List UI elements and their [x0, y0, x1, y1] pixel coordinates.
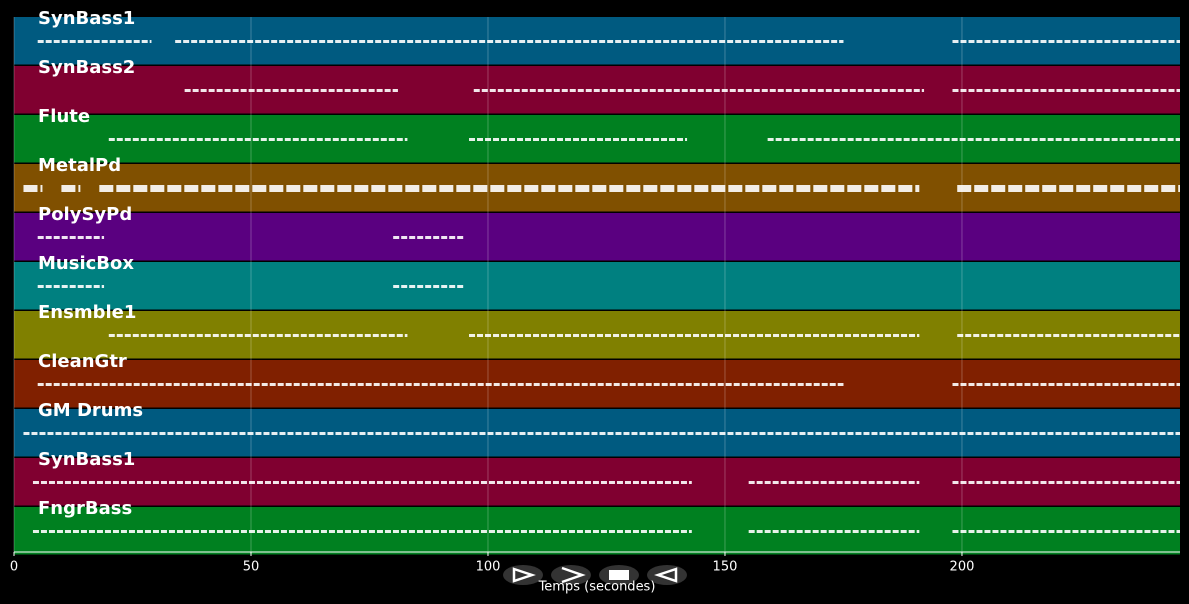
- transport-controls: [503, 565, 687, 585]
- track-label: SynBass2: [38, 57, 135, 78]
- track-label: FngrBass: [38, 498, 132, 519]
- track-band: [14, 213, 1180, 261]
- track-label: SynBass1: [38, 8, 135, 29]
- x-axis-label: Temps (secondes): [538, 580, 656, 595]
- play-button[interactable]: [503, 565, 543, 585]
- track-label: PolySyPd: [38, 204, 132, 225]
- labels: SynBass1 SynBass2 Flute MetalPd PolySyPd Musi…: [38, 8, 143, 519]
- track-label: SynBass1: [38, 449, 135, 470]
- track-label: CleanGtr: [38, 351, 127, 372]
- x-tick-label: 0: [10, 560, 18, 575]
- x-tick-label: 200: [950, 560, 975, 575]
- track-label: Flute: [38, 106, 90, 127]
- x-tick-label: 100: [476, 560, 501, 575]
- track-label: Ensmble1: [38, 302, 136, 323]
- stop-button[interactable]: [599, 565, 639, 585]
- notes: [23, 40, 1180, 533]
- track-label: MetalPd: [38, 155, 121, 176]
- track-label: MusicBox: [38, 253, 134, 274]
- forward-button[interactable]: [551, 565, 591, 585]
- track-label: GM Drums: [38, 400, 143, 421]
- track-band: [14, 262, 1180, 310]
- grid: [13, 17, 963, 552]
- x-tick-label: 150: [713, 560, 738, 575]
- x-tick-label: 50: [243, 560, 260, 575]
- rewind-button[interactable]: [647, 565, 687, 585]
- tracks: [14, 17, 1180, 555]
